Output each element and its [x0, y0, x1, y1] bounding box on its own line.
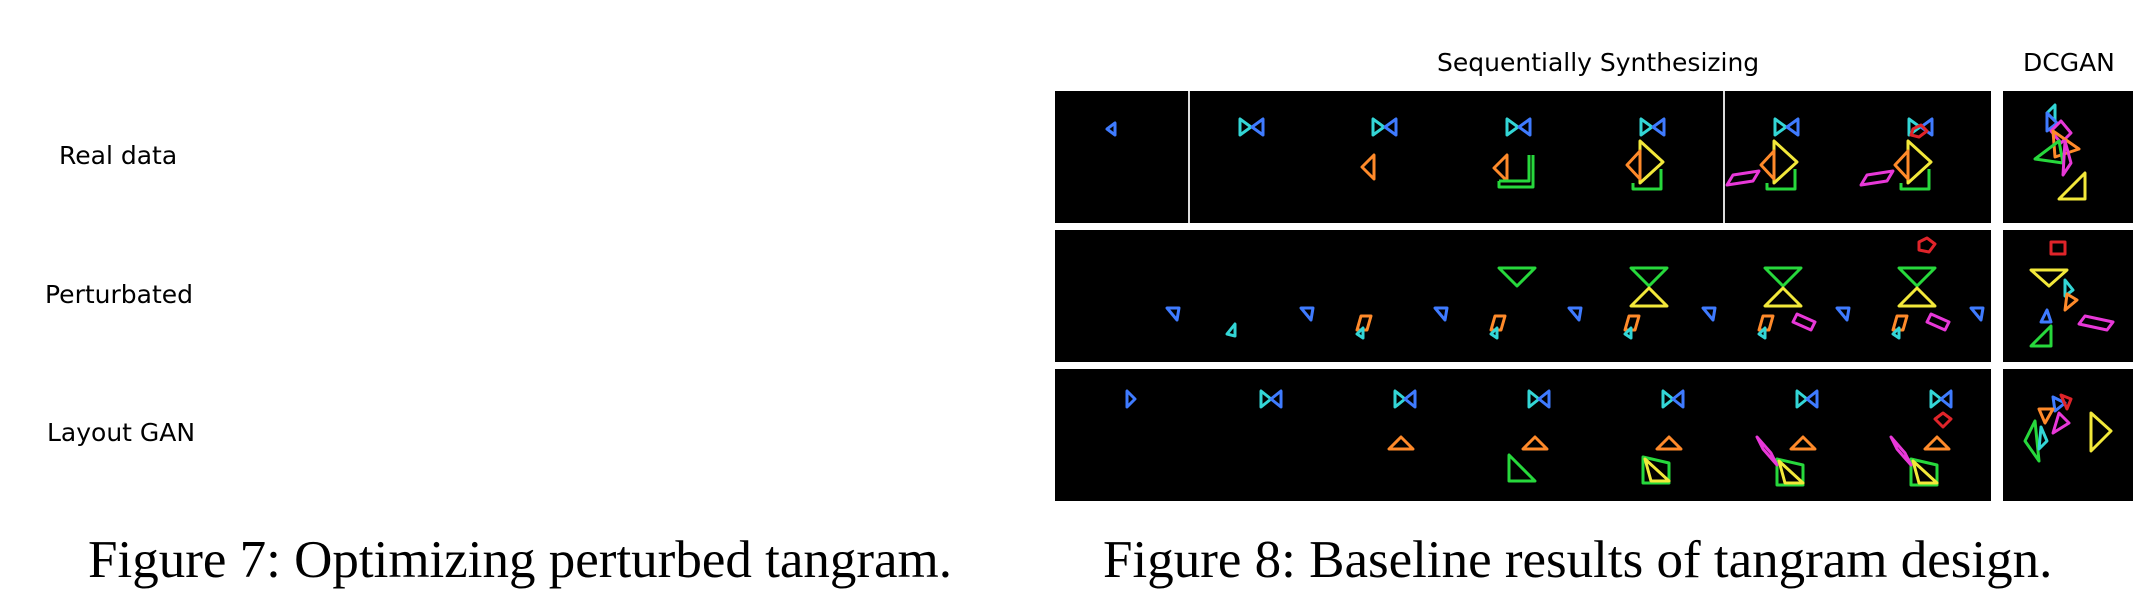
dcgan-real-data-shapes: [2033, 103, 2087, 201]
strip-perturbated: [1055, 230, 1991, 362]
dcgan-layout-gan: [2003, 369, 2133, 501]
row-label-perturbated: Perturbated: [45, 280, 194, 309]
header-sequential-synthesizing: Sequentially Synthesizing: [1437, 48, 1760, 77]
dcgan-layout-gan-shapes: [2023, 393, 2113, 463]
strip-layout-gan: [1055, 369, 1991, 501]
strip-real-data: [1055, 91, 1991, 223]
row-label-layout-gan: Layout GAN: [47, 418, 196, 447]
dcgan-real-data: [2003, 91, 2133, 223]
dcgan-perturbated-shapes: [2029, 240, 2115, 348]
layout-gan-sequence: [1125, 389, 1953, 487]
figure8-caption: Figure 8: Baseline results of tangram de…: [1103, 531, 2053, 589]
real-data-sequence: [1105, 91, 1934, 223]
row-label-real-data: Real data: [59, 141, 178, 170]
dcgan-perturbated: [2003, 230, 2133, 362]
perturbated-sequence: [1165, 236, 1985, 340]
figure7-caption: Figure 7: Optimizing perturbed tangram.: [88, 531, 952, 589]
header-dcgan: DCGAN: [2023, 48, 2115, 77]
